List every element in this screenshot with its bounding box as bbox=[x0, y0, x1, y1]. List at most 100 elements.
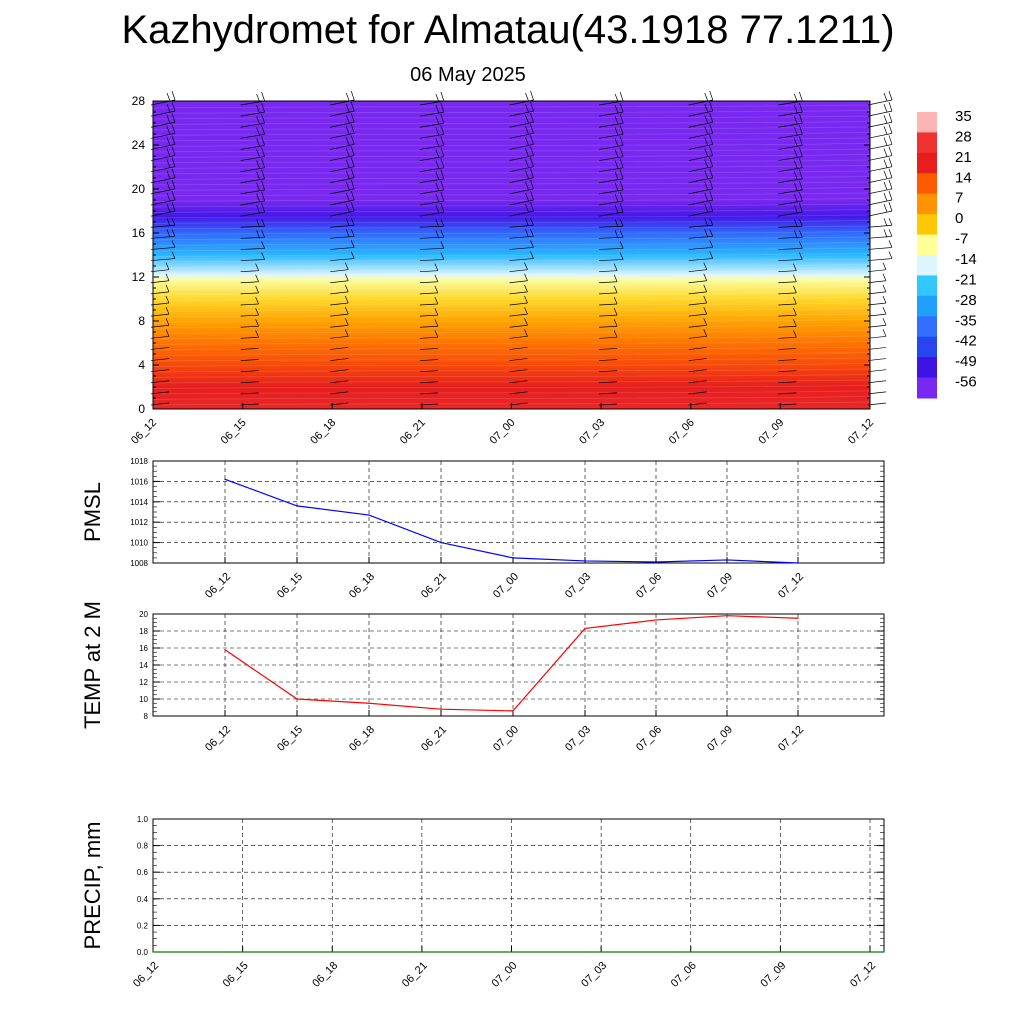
wind-barb bbox=[688, 190, 714, 206]
data-point bbox=[584, 627, 586, 630]
colorbar-swatch bbox=[917, 193, 937, 215]
colorbar-label: -28 bbox=[955, 292, 977, 309]
x-tick-label: 07_12 bbox=[776, 724, 806, 754]
wind-barb bbox=[599, 359, 618, 361]
wind-barb bbox=[867, 295, 887, 306]
colorbar-swatch bbox=[917, 112, 937, 133]
y-tick-label: 1012 bbox=[130, 518, 148, 527]
y-axis-label: TEMP at 2 M bbox=[80, 601, 105, 729]
wind-barb bbox=[599, 219, 624, 228]
wind-barb bbox=[419, 403, 438, 406]
temperature-contour bbox=[152, 121, 871, 125]
colorbar-label: -49 bbox=[955, 353, 977, 370]
wind-barb bbox=[867, 168, 893, 184]
wind-barb bbox=[867, 391, 887, 395]
data-point bbox=[296, 698, 298, 700]
colorbar-swatch bbox=[917, 234, 937, 256]
wind-barb bbox=[599, 285, 618, 295]
wind-barb bbox=[330, 146, 355, 161]
temperature-contour bbox=[152, 176, 871, 180]
colorbar: 35 28 21 14 7 0 -7 -14 -21 -28 -35 -42 -49 -56 bbox=[917, 108, 977, 399]
temperature-contour bbox=[152, 126, 871, 131]
wind-barb bbox=[599, 230, 624, 239]
colorbar-swatch bbox=[917, 295, 937, 317]
wind-barb bbox=[778, 403, 797, 406]
x-tick-label: 06_18 bbox=[310, 960, 340, 990]
wind-barb bbox=[778, 252, 803, 261]
wind-barb bbox=[778, 319, 797, 328]
wind-barb bbox=[509, 262, 528, 273]
wind-barb bbox=[240, 403, 259, 406]
y-tick-label: 12 bbox=[132, 270, 146, 284]
wind-barb bbox=[778, 274, 797, 284]
wind-barb bbox=[688, 124, 714, 139]
data-point bbox=[498, 951, 500, 953]
temperature-contour bbox=[152, 291, 871, 296]
x-tick-label: 07_03 bbox=[579, 960, 609, 990]
wind-barb bbox=[599, 169, 624, 184]
wind-barb bbox=[240, 241, 265, 250]
temperature-contour bbox=[152, 269, 871, 274]
wind-barb bbox=[867, 179, 893, 195]
wind-barb bbox=[330, 157, 355, 173]
wind-barb bbox=[330, 168, 355, 184]
x-tick-label: 06_15 bbox=[219, 417, 249, 447]
temperature-contour bbox=[152, 401, 871, 406]
wind-barb bbox=[778, 359, 797, 361]
temperature-contour bbox=[152, 137, 871, 142]
wind-barb bbox=[330, 380, 349, 384]
x-tick-label: 07_06 bbox=[667, 417, 697, 447]
wind-barb bbox=[150, 102, 176, 117]
temperature-contour bbox=[152, 308, 871, 312]
wind-barb bbox=[330, 295, 349, 306]
wind-barb bbox=[778, 114, 803, 128]
wind-barb bbox=[599, 319, 618, 328]
wind-barb bbox=[778, 103, 803, 117]
temperature-contour bbox=[152, 352, 871, 356]
temperature-contour bbox=[152, 253, 871, 257]
wind-barb bbox=[150, 380, 170, 384]
wind-barb bbox=[688, 218, 714, 228]
wind-barb bbox=[867, 190, 893, 206]
wind-barb bbox=[240, 263, 259, 273]
x-tick-label: 07_03 bbox=[563, 571, 593, 601]
wind-barb bbox=[509, 190, 534, 206]
wind-barb bbox=[509, 102, 534, 117]
wind-barb bbox=[688, 251, 714, 261]
x-tick-label: 07_00 bbox=[490, 960, 520, 990]
wind-barb bbox=[150, 240, 176, 250]
wind-barb bbox=[509, 124, 534, 139]
wind-barb bbox=[688, 347, 707, 350]
temperature-contour bbox=[152, 280, 871, 285]
colorbar-swatch bbox=[917, 357, 937, 379]
temperature-contour bbox=[152, 390, 871, 395]
wind-barb bbox=[509, 295, 528, 306]
wind-barb bbox=[240, 125, 265, 139]
colorbar-label: -56 bbox=[955, 374, 977, 391]
chart-title: Kazhydromet for Almatau(43.1918 77.1211) bbox=[121, 8, 895, 52]
wind-barb bbox=[509, 135, 534, 150]
wind-barb bbox=[509, 369, 528, 373]
wind-barb bbox=[330, 284, 349, 295]
x-tick-label: 06_18 bbox=[347, 571, 377, 601]
wind-barb bbox=[240, 203, 265, 217]
wind-barb bbox=[419, 158, 445, 173]
wind-barb bbox=[867, 135, 893, 150]
wind-barb bbox=[867, 157, 893, 173]
wind-barb bbox=[419, 125, 445, 139]
wind-barb bbox=[778, 392, 797, 395]
wind-barb bbox=[867, 347, 887, 350]
wind-barb bbox=[509, 358, 528, 361]
colorbar-label: 14 bbox=[955, 169, 972, 186]
temperature-contour bbox=[152, 159, 871, 164]
wind-barb bbox=[419, 274, 439, 284]
y-tick-label: 24 bbox=[132, 138, 146, 152]
wind-barb bbox=[778, 348, 797, 350]
wind-barb bbox=[150, 306, 170, 317]
x-tick-label: 06_18 bbox=[347, 724, 377, 754]
temperature-contour bbox=[152, 143, 871, 147]
series-line bbox=[224, 615, 799, 712]
colorbar-label: 35 bbox=[955, 108, 972, 125]
wind-barb bbox=[688, 202, 714, 217]
wind-barb bbox=[330, 240, 355, 250]
